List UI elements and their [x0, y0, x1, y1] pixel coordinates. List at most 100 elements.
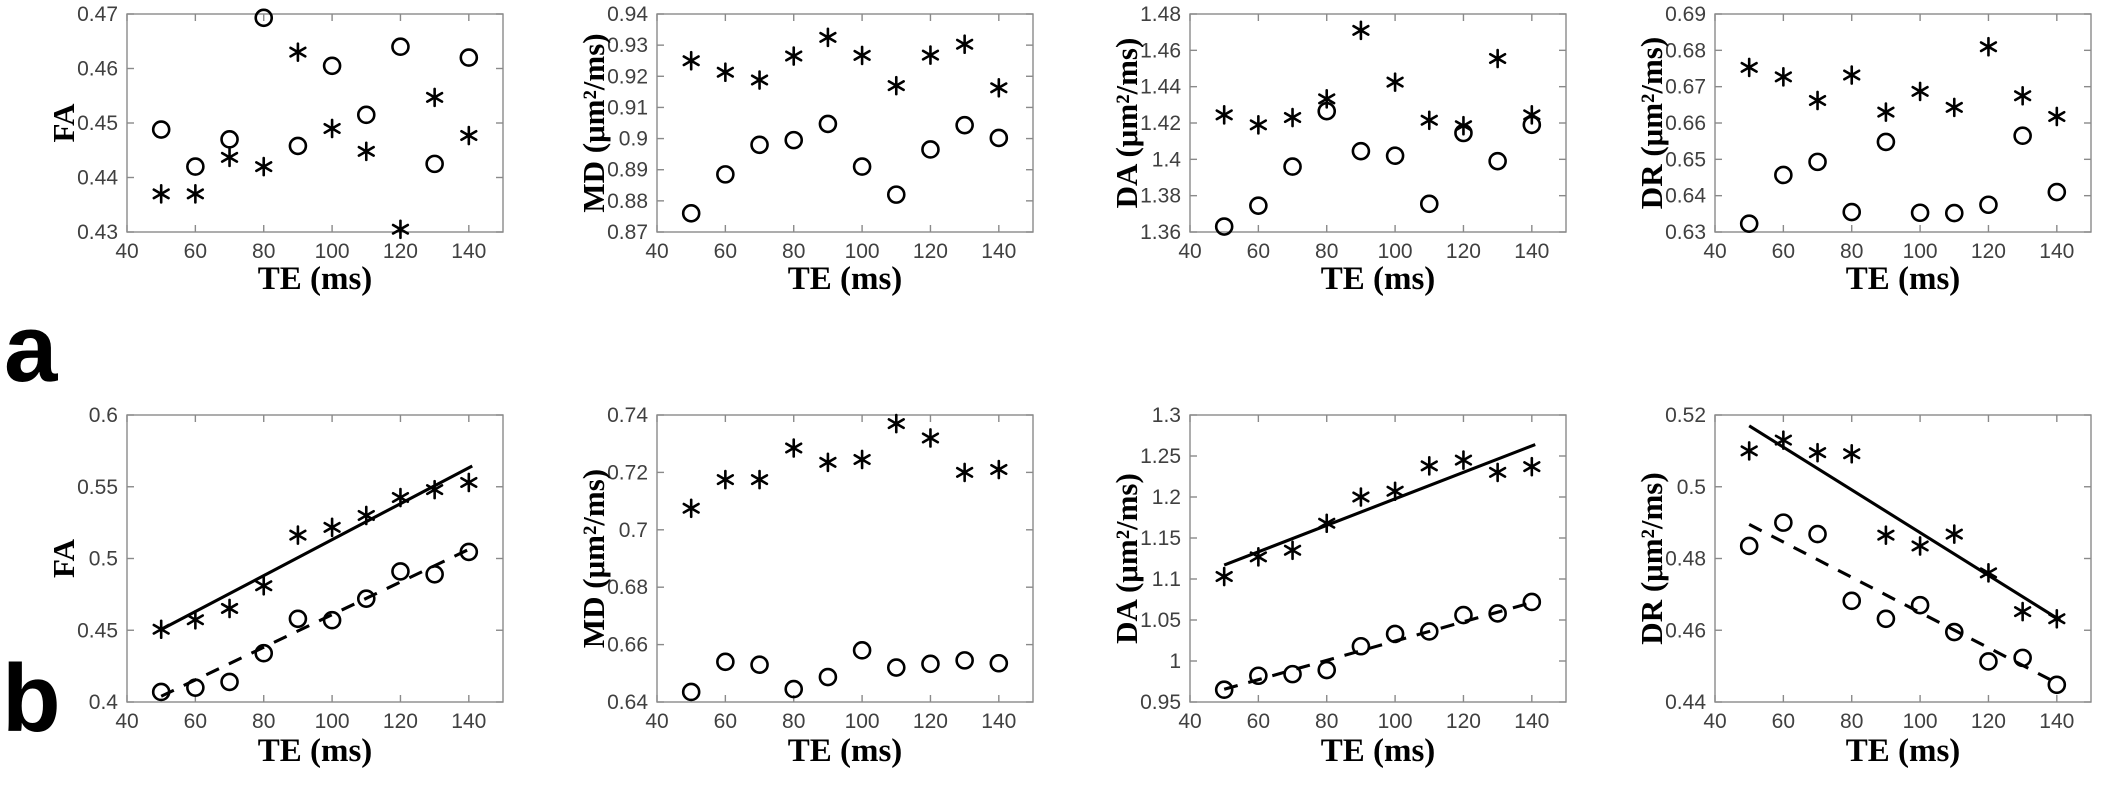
data-point-asterisk: [1215, 566, 1233, 587]
y-tick-label: 0.65: [1665, 148, 1706, 171]
x-tick-label: 60: [184, 710, 207, 733]
data-point-asterisk: [1488, 48, 1507, 69]
plot-box: [126, 13, 504, 233]
data-point-circle: [1842, 202, 1862, 222]
x-tick-label: 40: [115, 240, 138, 263]
y-tick-label: 0.91: [607, 96, 648, 119]
data-point-circle: [1317, 101, 1337, 121]
data-point-asterisk: [391, 219, 410, 240]
data-point-asterisk: [1420, 110, 1438, 131]
x-tick-label: 80: [1840, 240, 1863, 263]
data-point-circle: [1842, 591, 1862, 611]
panel-a-MD: 40 60 80 100 120 140 0.87 0.88 0.89 0.9 0.91 0.92 0.…: [576, 3, 1034, 297]
x-axis-label: TE (ms): [258, 733, 373, 769]
data-point-circle: [1739, 536, 1759, 556]
y-tick-label: 0.63: [1665, 221, 1706, 244]
y-tick-label: 1.36: [1140, 221, 1181, 244]
y-tick-label: 0.72: [607, 461, 648, 484]
data-point-asterisk: [887, 75, 905, 96]
data-point-asterisk: [1523, 105, 1541, 125]
x-tick-label: 60: [714, 240, 737, 263]
data-point-asterisk: [220, 598, 239, 619]
data-point-circle: [459, 542, 479, 562]
data-point-asterisk: [716, 469, 735, 490]
data-point-circle: [921, 140, 940, 159]
x-tick-label: 100: [315, 240, 350, 263]
data-point-circle: [356, 589, 376, 608]
data-point-circle: [1979, 652, 1998, 671]
y-tick-label: 0.89: [607, 159, 648, 182]
data-point-asterisk: [1249, 115, 1268, 135]
data-point-asterisk: [990, 78, 1008, 98]
y-tick-label: 0.47: [77, 3, 118, 26]
data-point-circle: [254, 643, 274, 663]
data-point-circle: [391, 37, 410, 57]
data-point-circle: [1454, 605, 1473, 625]
panel-b-FA: 40 60 80 100 120 140 0.4 0.45 0.5 0.55 0.6 TE (ms) F…: [46, 404, 504, 769]
data-point-asterisk: [1318, 513, 1336, 534]
data-point-circle: [1910, 203, 1930, 223]
data-point-circle: [1454, 123, 1473, 143]
data-point-asterisk: [785, 438, 803, 458]
data-point-asterisk: [323, 118, 341, 139]
data-point-asterisk: [1283, 107, 1302, 128]
data-point-circle: [1774, 513, 1793, 532]
data-point-circle: [989, 653, 1009, 673]
y-tick-label: 0.66: [607, 634, 648, 657]
y-tick-label: 0.7: [619, 519, 648, 542]
y-axis-label: DA (μm²/ms): [1109, 38, 1144, 209]
fit-line-solid: [160, 464, 473, 631]
data-point-circle: [425, 154, 444, 174]
x-tick-label: 60: [1247, 710, 1270, 733]
data-point-circle: [1385, 624, 1405, 644]
x-tick-label: 100: [315, 710, 350, 733]
fit-line-solid: [1748, 424, 2062, 622]
data-point-circle: [818, 114, 838, 134]
x-tick-label: 100: [845, 240, 880, 263]
data-point-asterisk: [1877, 525, 1895, 545]
data-point-asterisk: [1523, 456, 1541, 477]
x-tick-label: 100: [1903, 240, 1938, 263]
data-point-circle: [852, 157, 872, 176]
y-tick-label: 1.42: [1140, 112, 1181, 135]
data-point-circle: [1808, 152, 1827, 172]
data-point-asterisk: [186, 609, 205, 630]
data-point-circle: [681, 204, 701, 223]
data-point-asterisk: [1386, 72, 1404, 92]
data-point-asterisk: [2013, 85, 2032, 106]
data-point-circle: [1214, 680, 1234, 700]
data-point-circle: [1214, 217, 1234, 236]
data-point-circle: [2013, 126, 2032, 146]
data-point-circle: [1774, 165, 1793, 185]
data-point-asterisk: [1945, 97, 1963, 118]
data-point-circle: [818, 667, 838, 687]
data-point-circle: [220, 672, 239, 692]
data-point-asterisk: [1420, 456, 1438, 476]
data-point-asterisk: [1911, 81, 1929, 102]
y-tick-label: 0.48: [1665, 548, 1706, 571]
x-tick-label: 40: [1178, 710, 1201, 733]
data-point-circle: [1876, 132, 1896, 152]
x-tick-label: 120: [913, 240, 948, 263]
y-tick-label: 0.88: [607, 190, 648, 213]
x-tick-label: 80: [252, 240, 275, 263]
data-point-circle: [391, 562, 410, 581]
y-tick-label: 1.05: [1140, 609, 1181, 632]
y-axis-label: FA: [46, 538, 81, 578]
y-tick-label: 0.74: [607, 404, 648, 427]
data-point-asterisk: [716, 62, 735, 83]
y-tick-label: 0.68: [1665, 39, 1706, 62]
data-point-asterisk: [152, 184, 170, 204]
plot-box: [1714, 13, 2092, 233]
y-tick-label: 1.1: [1152, 568, 1181, 591]
data-point-asterisk: [460, 472, 478, 493]
data-point-circle: [886, 185, 906, 204]
data-point-circle: [1283, 664, 1302, 684]
data-point-asterisk: [1249, 547, 1268, 567]
data-point-asterisk: [1740, 441, 1758, 461]
x-tick-label: 100: [845, 710, 880, 733]
data-point-asterisk: [955, 462, 974, 483]
data-point-circle: [852, 641, 872, 660]
x-tick-label: 40: [645, 710, 668, 733]
data-point-asterisk: [289, 525, 307, 545]
